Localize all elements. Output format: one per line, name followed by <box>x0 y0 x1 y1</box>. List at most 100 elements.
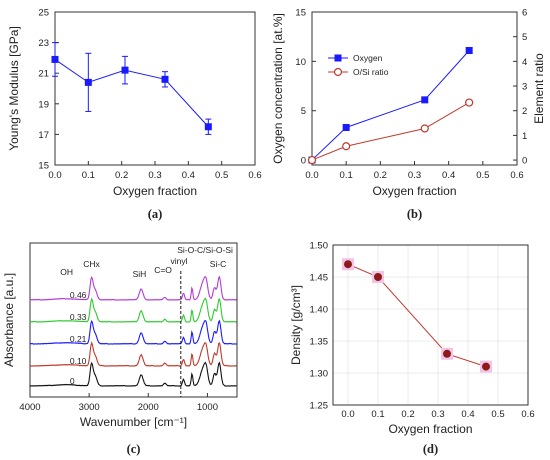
x-tick-label-a: 0.3 <box>148 170 161 181</box>
x-axis-label-a: Oxygen fraction <box>113 184 197 198</box>
y2-tick-label-b: 0 <box>522 156 527 167</box>
band-annotation: vinyl <box>171 256 188 266</box>
y2-tick-label-b: 4 <box>522 57 527 68</box>
x-tick-label-d: 0.0 <box>341 409 354 420</box>
y2-tick-label-b: 5 <box>522 32 527 43</box>
y-tick-label-d: 1.30 <box>310 369 329 380</box>
panel-label-c: (c) <box>127 442 141 456</box>
y-axis-label-b: Oxygen concentration [at.%] <box>271 13 285 164</box>
x-tick-label-a: 0.5 <box>215 170 228 181</box>
data-point-osi <box>307 155 317 165</box>
x-axis-label-b: Oxygen fraction <box>372 184 456 198</box>
x-tick-label-c: 1000 <box>197 402 218 413</box>
spectrum-line <box>29 297 237 323</box>
y2-tick-label-b: 3 <box>522 82 527 93</box>
x-tick-label-b: 0.6 <box>510 170 523 181</box>
x-tick-label-d: 0.3 <box>431 409 444 420</box>
y-tick-label-b: 0 <box>301 156 306 167</box>
spectrum-label: 0.46 <box>70 290 87 300</box>
spectrum-label: 0.21 <box>70 334 87 344</box>
y-tick-label-b: 5 <box>301 106 306 117</box>
band-annotation: C=O <box>154 265 172 275</box>
spectrum-line <box>29 319 237 345</box>
plot-frame-d <box>332 244 529 406</box>
x-tick-label-b: 0.0 <box>305 170 318 181</box>
x-tick-label-d: 0.1 <box>371 409 384 420</box>
panel-label-d: (d) <box>423 442 438 456</box>
y-tick-label-a: 15 <box>38 161 49 172</box>
x-tick-label-d: 0.2 <box>401 409 414 420</box>
legend-marker-oxygen <box>334 54 342 62</box>
y-tick-label-d: 1.40 <box>310 305 329 316</box>
y-tick-label-a: 25 <box>38 8 49 19</box>
x-tick-label-a: 0.2 <box>115 170 128 181</box>
y-axis-label-a: Young's Modulus [GPa] <box>7 26 21 151</box>
x-axis-label-d: Oxygen fraction <box>388 422 472 436</box>
series-line-oxygen <box>311 50 470 161</box>
plot-frame-c <box>29 242 238 398</box>
y-tick-label-b: 10 <box>295 57 306 68</box>
y-tick-label-d: 1.50 <box>310 241 329 252</box>
y-axis-label-d: Density [g/cm³] <box>289 285 303 365</box>
data-point-osi <box>465 98 474 107</box>
x-tick-label-a: 0.6 <box>248 170 261 181</box>
legend-label-oxygen: Oxygen <box>353 53 383 63</box>
data-point-d <box>374 273 382 281</box>
panel-label-b: (b) <box>407 207 422 221</box>
plot-frame-a <box>54 11 256 166</box>
x-tick-label-b: 0.5 <box>476 170 489 181</box>
y-tick-label-d: 1.45 <box>310 273 329 284</box>
band-annotation: CHx <box>83 259 100 269</box>
data-point-osi <box>342 142 351 151</box>
data-point-a <box>84 78 92 86</box>
plot-frame-b <box>311 11 518 166</box>
x-axis-label-c: Wavenumber [cm⁻¹] <box>80 415 187 429</box>
data-point-oxygen <box>465 46 473 54</box>
y2-tick-label-b: 6 <box>522 8 527 19</box>
x-tick-label-b: 0.4 <box>442 170 455 181</box>
legend-marker-osi <box>333 67 343 77</box>
data-point-d <box>344 260 352 269</box>
series-line-a <box>54 59 209 128</box>
data-point-a <box>204 123 212 131</box>
x-tick-label-c: 3000 <box>79 402 100 413</box>
x-tick-label-a: 0.4 <box>182 170 195 181</box>
spectrum-line <box>29 275 237 301</box>
panel-a: 0.0 0.1 0.2 0.3 0.4 0.5 0.6 15 17 19 21 23 25 Oxygen … <box>7 8 262 222</box>
y-tick-label-a: 17 <box>38 130 49 141</box>
band-annotation: SiH <box>133 269 147 279</box>
data-point-oxygen <box>421 96 429 104</box>
spectrum-line <box>29 361 237 387</box>
x-tick-label-b: 0.1 <box>340 170 353 181</box>
x-tick-label-b: 0.2 <box>374 170 387 181</box>
x-tick-label-d: 0.6 <box>521 409 534 420</box>
y-axis-label-c: Absorbance [a.u.] <box>2 273 16 367</box>
panel-b: 0.0 0.1 0.2 0.3 0.4 0.5 0.6 0 5 10 15 0 1 2 3 4 5 6 Oxygen… <box>271 8 546 222</box>
spectrum-label: 0 <box>70 376 75 386</box>
data-point-a <box>161 75 169 83</box>
spectrum-label: 0.10 <box>70 356 87 366</box>
data-point-d <box>443 349 451 358</box>
series-line-osi <box>311 102 470 161</box>
spectrum-label: 0.33 <box>70 312 87 322</box>
x-tick-label-d: 0.5 <box>491 409 504 420</box>
data-point-a <box>121 66 129 74</box>
y-tick-label-a: 23 <box>38 38 49 49</box>
y2-tick-label-b: 2 <box>522 106 527 117</box>
x-tick-label-b: 0.3 <box>408 170 421 181</box>
y-tick-label-a: 21 <box>38 69 49 80</box>
y-tick-label-a: 19 <box>38 99 49 110</box>
data-point-d <box>482 362 490 371</box>
band-annotation: Si-C <box>210 259 227 269</box>
legend-label-osi: O/Si ratio <box>353 67 389 77</box>
y-tick-label-d: 1.35 <box>310 337 329 348</box>
data-point-osi <box>420 124 429 133</box>
y-tick-label-b: 15 <box>295 8 306 19</box>
data-point-oxygen <box>342 123 350 131</box>
x-tick-label-a: 0.0 <box>48 170 61 181</box>
data-point-a <box>51 55 59 63</box>
y2-tick-label-b: 1 <box>522 131 527 142</box>
series-line-d <box>347 263 487 368</box>
x-tick-label-c: 4000 <box>19 402 40 413</box>
